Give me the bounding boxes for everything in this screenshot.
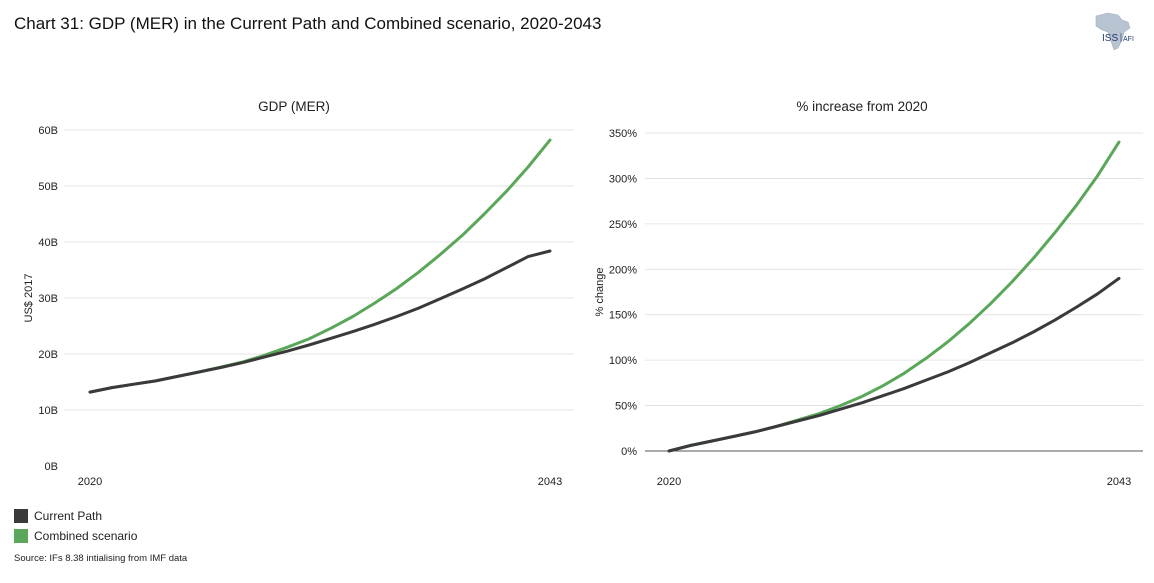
iss-afi-logo: ISS AFI (1088, 10, 1138, 52)
source-note: Source: IFs 8.38 intialising from IMF da… (14, 553, 188, 564)
y-tick-label: 0B (45, 461, 58, 473)
legend: Current Path Combined scenario (14, 506, 137, 546)
y-tick-label: 150% (609, 310, 637, 322)
y-tick-label: 300% (609, 173, 637, 185)
y-tick-label: 350% (609, 128, 637, 140)
y-tick-label: 30B (38, 293, 58, 305)
legend-swatch-combined (14, 529, 28, 543)
chart-title: % increase from 2020 (796, 99, 927, 114)
series-line-current-path (667, 276, 1121, 453)
africa-map-icon: ISS AFI (1095, 12, 1134, 51)
legend-item-combined: Combined scenario (14, 526, 137, 546)
y-tick-label: 10B (38, 405, 58, 417)
percent-increase-chart: % increase from 2020 0% 50% 100% 150% 200% 250… (594, 99, 1143, 488)
y-tick-label: 250% (609, 219, 637, 231)
x-tick-label: 2020 (657, 476, 681, 488)
legend-label-current-path: Current Path (34, 509, 103, 523)
legend-label-combined: Combined scenario (34, 529, 138, 543)
logo-text-main: ISS (1102, 33, 1118, 44)
y-axis-label: US$ 2017 (23, 274, 35, 323)
y-tick-label: 200% (609, 264, 637, 276)
x-tick-label: 2043 (538, 476, 562, 488)
series-line-combined (667, 140, 1121, 453)
y-tick-label: 100% (609, 355, 637, 367)
y-axis-label: % change (594, 268, 606, 317)
chart-title: GDP (MER) (258, 99, 330, 114)
x-tick-label: 2020 (78, 476, 102, 488)
y-tick-label: 20B (38, 349, 58, 361)
legend-swatch-current-path (14, 509, 28, 523)
x-tick-label: 2043 (1107, 476, 1131, 488)
legend-item-current-path: Current Path (14, 506, 137, 526)
gdp-chart: GDP (MER) 0B 10B 20B 30B 40B 50B 60B 2020 2043 US$… (23, 99, 574, 488)
y-tick-label: 60B (38, 125, 58, 137)
logo-text-sub: AFI (1123, 36, 1134, 43)
series-line-current-path (88, 249, 552, 394)
y-tick-label: 50% (615, 401, 637, 413)
y-tick-label: 40B (38, 237, 58, 249)
chart-main-title: Chart 31: GDP (MER) in the Current Path … (14, 14, 602, 33)
y-tick-label: 50B (38, 181, 58, 193)
y-tick-label: 0% (621, 446, 637, 458)
